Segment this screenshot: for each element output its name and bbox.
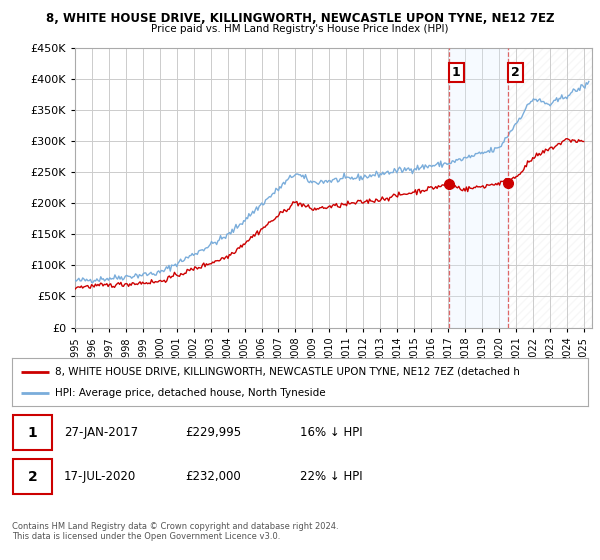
Text: 1: 1 [452, 66, 461, 79]
Text: 17-JUL-2020: 17-JUL-2020 [64, 470, 136, 483]
Text: 27-JAN-2017: 27-JAN-2017 [64, 426, 138, 440]
Text: Contains HM Land Registry data © Crown copyright and database right 2024.
This d: Contains HM Land Registry data © Crown c… [12, 522, 338, 542]
Text: 8, WHITE HOUSE DRIVE, KILLINGWORTH, NEWCASTLE UPON TYNE, NE12 7EZ: 8, WHITE HOUSE DRIVE, KILLINGWORTH, NEWC… [46, 12, 554, 25]
Bar [449, 48, 508, 328]
FancyBboxPatch shape [13, 459, 52, 494]
Text: 2: 2 [28, 469, 38, 483]
Text: HPI: Average price, detached house, North Tyneside: HPI: Average price, detached house, Nort… [55, 388, 326, 398]
Text: Price paid vs. HM Land Registry's House Price Index (HPI): Price paid vs. HM Land Registry's House … [151, 24, 449, 34]
Text: 1: 1 [28, 426, 38, 440]
Text: £229,995: £229,995 [185, 426, 241, 440]
FancyBboxPatch shape [13, 416, 52, 450]
Text: 16% ↓ HPI: 16% ↓ HPI [300, 426, 362, 440]
Bar [508, 48, 592, 328]
Text: 8, WHITE HOUSE DRIVE, KILLINGWORTH, NEWCASTLE UPON TYNE, NE12 7EZ (detached h: 8, WHITE HOUSE DRIVE, KILLINGWORTH, NEWC… [55, 367, 520, 377]
Text: £232,000: £232,000 [185, 470, 241, 483]
Text: 22% ↓ HPI: 22% ↓ HPI [300, 470, 362, 483]
Text: 2: 2 [511, 66, 520, 79]
